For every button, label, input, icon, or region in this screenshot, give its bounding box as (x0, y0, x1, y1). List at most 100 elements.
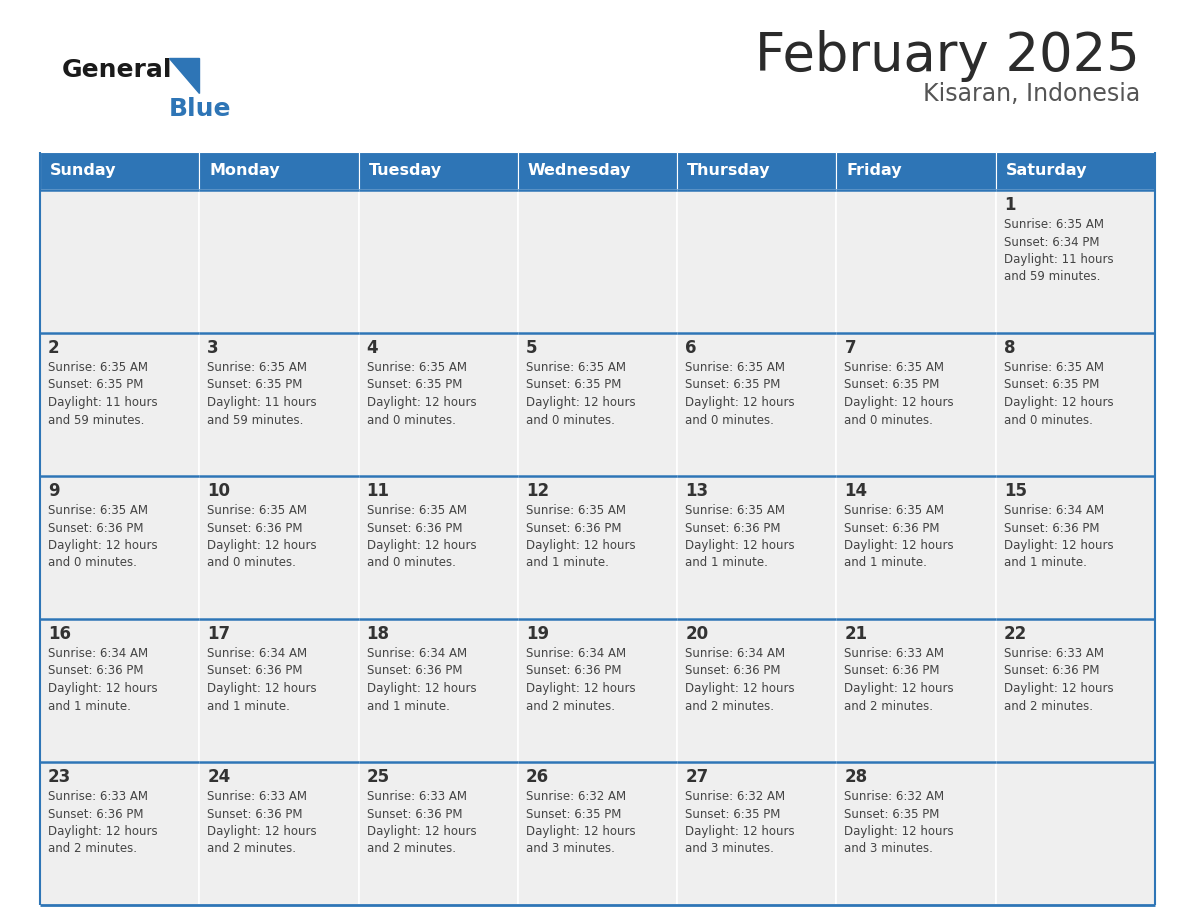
Text: 28: 28 (845, 768, 867, 786)
Bar (200, 333, 359, 476)
Text: and 0 minutes.: and 0 minutes. (845, 413, 934, 427)
Text: 18: 18 (367, 625, 390, 643)
Text: and 2 minutes.: and 2 minutes. (845, 700, 934, 712)
Text: Kisaran, Indonesia: Kisaran, Indonesia (923, 82, 1140, 106)
Text: Sunset: 6:36 PM: Sunset: 6:36 PM (1004, 521, 1099, 534)
Text: 7: 7 (845, 339, 857, 357)
Text: Sunset: 6:35 PM: Sunset: 6:35 PM (845, 808, 940, 821)
Text: 26: 26 (526, 768, 549, 786)
Text: 25: 25 (367, 768, 390, 786)
Text: Saturday: Saturday (1006, 163, 1087, 178)
Text: Sunset: 6:36 PM: Sunset: 6:36 PM (526, 665, 621, 677)
Bar (359, 476, 518, 619)
Bar (836, 190, 996, 333)
Text: Daylight: 12 hours: Daylight: 12 hours (1004, 539, 1113, 552)
Text: Friday: Friday (846, 163, 902, 178)
Text: Daylight: 12 hours: Daylight: 12 hours (685, 539, 795, 552)
Text: Sunrise: 6:32 AM: Sunrise: 6:32 AM (685, 790, 785, 803)
Text: Sunrise: 6:34 AM: Sunrise: 6:34 AM (1004, 504, 1104, 517)
Text: Sunset: 6:36 PM: Sunset: 6:36 PM (845, 665, 940, 677)
Text: Sunset: 6:36 PM: Sunset: 6:36 PM (526, 521, 621, 534)
Text: Thursday: Thursday (687, 163, 771, 178)
Bar (677, 762, 836, 905)
Text: 6: 6 (685, 339, 696, 357)
Text: 12: 12 (526, 482, 549, 500)
Text: Daylight: 12 hours: Daylight: 12 hours (526, 396, 636, 409)
Bar (40, 762, 200, 905)
Text: and 1 minute.: and 1 minute. (685, 556, 767, 569)
Bar (359, 333, 518, 476)
Text: Sunset: 6:35 PM: Sunset: 6:35 PM (685, 808, 781, 821)
Bar (200, 152, 359, 190)
Bar (518, 152, 677, 190)
Text: Sunset: 6:35 PM: Sunset: 6:35 PM (526, 808, 621, 821)
Text: Daylight: 12 hours: Daylight: 12 hours (48, 682, 158, 695)
Bar (518, 476, 677, 619)
Text: Sunrise: 6:32 AM: Sunrise: 6:32 AM (845, 790, 944, 803)
Bar (40, 333, 200, 476)
Text: and 2 minutes.: and 2 minutes. (1004, 700, 1093, 712)
Text: Sunrise: 6:34 AM: Sunrise: 6:34 AM (48, 647, 148, 660)
Text: Daylight: 12 hours: Daylight: 12 hours (207, 682, 317, 695)
Text: Sunrise: 6:35 AM: Sunrise: 6:35 AM (685, 361, 785, 374)
Text: 21: 21 (845, 625, 867, 643)
Bar (996, 333, 1155, 476)
Text: Sunrise: 6:33 AM: Sunrise: 6:33 AM (845, 647, 944, 660)
Text: Sunrise: 6:33 AM: Sunrise: 6:33 AM (367, 790, 467, 803)
Text: Daylight: 12 hours: Daylight: 12 hours (48, 825, 158, 838)
Bar (677, 152, 836, 190)
Text: and 2 minutes.: and 2 minutes. (526, 700, 615, 712)
Text: Wednesday: Wednesday (527, 163, 631, 178)
Text: and 0 minutes.: and 0 minutes. (367, 556, 455, 569)
Text: Daylight: 12 hours: Daylight: 12 hours (526, 539, 636, 552)
Text: 1: 1 (1004, 196, 1016, 214)
Text: and 1 minute.: and 1 minute. (48, 700, 131, 712)
Text: 24: 24 (207, 768, 230, 786)
Text: Sunset: 6:34 PM: Sunset: 6:34 PM (1004, 236, 1099, 249)
Text: Daylight: 12 hours: Daylight: 12 hours (367, 396, 476, 409)
Bar (40, 619, 200, 762)
Text: Sunrise: 6:35 AM: Sunrise: 6:35 AM (207, 361, 308, 374)
Text: and 1 minute.: and 1 minute. (845, 556, 928, 569)
Text: and 2 minutes.: and 2 minutes. (367, 843, 455, 856)
Text: Daylight: 12 hours: Daylight: 12 hours (1004, 682, 1113, 695)
Bar (518, 619, 677, 762)
Bar (359, 152, 518, 190)
Text: Daylight: 12 hours: Daylight: 12 hours (845, 682, 954, 695)
Text: Sunset: 6:36 PM: Sunset: 6:36 PM (685, 521, 781, 534)
Text: Sunset: 6:35 PM: Sunset: 6:35 PM (685, 378, 781, 391)
Text: Daylight: 11 hours: Daylight: 11 hours (48, 396, 158, 409)
Text: Daylight: 12 hours: Daylight: 12 hours (526, 682, 636, 695)
Text: Daylight: 12 hours: Daylight: 12 hours (367, 825, 476, 838)
Text: Sunset: 6:35 PM: Sunset: 6:35 PM (526, 378, 621, 391)
Text: Sunrise: 6:33 AM: Sunrise: 6:33 AM (207, 790, 308, 803)
Text: Sunday: Sunday (50, 163, 116, 178)
Bar (677, 619, 836, 762)
Text: Daylight: 12 hours: Daylight: 12 hours (207, 539, 317, 552)
Text: Sunset: 6:36 PM: Sunset: 6:36 PM (685, 665, 781, 677)
Bar (996, 619, 1155, 762)
Bar (836, 619, 996, 762)
Bar (996, 190, 1155, 333)
Bar (40, 476, 200, 619)
Bar (518, 333, 677, 476)
Text: Daylight: 12 hours: Daylight: 12 hours (685, 396, 795, 409)
Text: Daylight: 12 hours: Daylight: 12 hours (526, 825, 636, 838)
Bar (200, 762, 359, 905)
Text: 27: 27 (685, 768, 708, 786)
Bar (996, 762, 1155, 905)
Text: Sunset: 6:36 PM: Sunset: 6:36 PM (367, 808, 462, 821)
Text: Sunrise: 6:35 AM: Sunrise: 6:35 AM (1004, 218, 1104, 231)
Text: Sunrise: 6:34 AM: Sunrise: 6:34 AM (367, 647, 467, 660)
Text: Sunset: 6:36 PM: Sunset: 6:36 PM (48, 808, 144, 821)
Text: Sunset: 6:36 PM: Sunset: 6:36 PM (845, 521, 940, 534)
Text: Sunset: 6:35 PM: Sunset: 6:35 PM (207, 378, 303, 391)
Text: 17: 17 (207, 625, 230, 643)
Polygon shape (169, 58, 200, 93)
Text: General: General (62, 58, 172, 82)
Text: and 3 minutes.: and 3 minutes. (845, 843, 934, 856)
Text: Sunset: 6:36 PM: Sunset: 6:36 PM (367, 665, 462, 677)
Text: 2: 2 (48, 339, 59, 357)
Text: Daylight: 11 hours: Daylight: 11 hours (207, 396, 317, 409)
Text: Sunset: 6:35 PM: Sunset: 6:35 PM (48, 378, 144, 391)
